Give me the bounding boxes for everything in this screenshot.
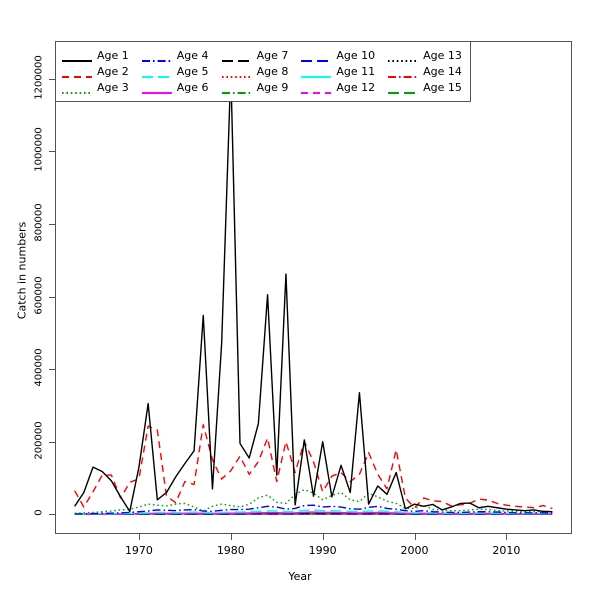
x-tick-label: 2000 (400, 544, 429, 557)
legend-line-swatch (388, 51, 419, 62)
legend-entry: Age 2 (62, 64, 129, 79)
legend-label: Age 1 (97, 49, 129, 62)
x-axis-label: Year (288, 570, 312, 583)
y-axis-label: Catch in numbers (15, 221, 29, 320)
legend-line-swatch (388, 83, 419, 94)
legend-line-swatch (301, 51, 332, 62)
y-tick-label: 400000 (33, 348, 45, 387)
legend-entry: Age 13 (388, 48, 462, 63)
legend-label: Age 6 (176, 81, 209, 94)
legend-line-swatch (221, 83, 252, 94)
legend-label: Age 10 (336, 49, 376, 62)
legend-line-swatch (301, 83, 332, 94)
y-tick-mark (49, 296, 55, 298)
legend-label: Age 12 (336, 81, 376, 94)
legend-label: Age 2 (97, 65, 129, 78)
legend-entry: Age 11 (301, 64, 375, 79)
legend-line-swatch (388, 67, 419, 78)
legend-label: Age 3 (97, 81, 129, 94)
legend-line-swatch (141, 83, 172, 94)
series-line (74, 488, 553, 514)
legend-line-swatch (62, 67, 92, 78)
legend-entry: Age 4 (141, 48, 209, 63)
legend-entry: Age 1 (62, 48, 129, 63)
x-tick-label: 1970 (124, 544, 153, 557)
y-tick-mark (49, 151, 55, 153)
x-tick-label: 1990 (308, 544, 337, 557)
y-tick-label: 1000000 (33, 127, 45, 173)
y-tick-mark (49, 224, 55, 225)
y-tick-mark (49, 514, 55, 516)
legend-entry: Age 6 (141, 80, 209, 95)
plot-lines (74, 70, 553, 515)
legend-entry: Age 8 (221, 64, 289, 79)
legend-line-swatch (62, 51, 92, 62)
x-tick-mark (506, 534, 508, 540)
y-tick-label: 600000 (33, 275, 45, 315)
legend-label: Age 5 (176, 65, 209, 78)
legend-label: Age 7 (256, 49, 289, 62)
legend-entry: Age 12 (301, 80, 375, 95)
legend-entry: Age 9 (221, 80, 289, 95)
legend-entry: Age 15 (388, 80, 462, 95)
x-tick-label: 2010 (492, 544, 521, 557)
legend-label: Age 4 (176, 49, 209, 62)
y-tick-label: 800000 (33, 203, 45, 242)
series-line (74, 511, 553, 515)
legend-line-swatch (141, 51, 172, 62)
x-tick-mark (138, 534, 140, 540)
legend: Age 1 Age 2 Age 3 Age 4 Age 5 Age 6 Age 7 Age 8… (55, 41, 471, 102)
legend-line-swatch (301, 67, 332, 78)
series-line (74, 504, 553, 515)
legend-grid: Age 1 Age 2 Age 3 Age 4 Age 5 Age 6 Age 7 Age 8… (62, 48, 462, 95)
y-tick-mark (49, 441, 55, 443)
y-tick-mark (49, 369, 55, 371)
x-tick-mark (322, 534, 324, 540)
legend-label: Age 15 (423, 81, 462, 94)
legend-label: Age 14 (423, 65, 462, 78)
series-line (74, 70, 553, 513)
legend-label: Age 8 (256, 65, 289, 78)
legend-line-swatch (62, 83, 92, 94)
x-tick-label: 1980 (216, 544, 245, 557)
legend-line-swatch (141, 67, 172, 78)
legend-line-swatch (221, 67, 252, 78)
legend-label: Age 13 (423, 49, 462, 62)
x-tick-mark (230, 534, 232, 540)
legend-line-swatch (221, 51, 252, 62)
y-tick-label: 1200000 (33, 55, 45, 100)
y-tick-label: 200000 (33, 421, 45, 460)
legend-entry: Age 5 (141, 64, 209, 79)
y-tick-label: 0 (33, 509, 45, 516)
series-line (74, 423, 553, 510)
legend-entry: Age 7 (221, 48, 289, 63)
y-tick-mark (49, 78, 55, 80)
legend-entry: Age 3 (62, 80, 129, 95)
legend-label: Age 11 (336, 65, 376, 78)
legend-entry: Age 14 (388, 64, 462, 79)
legend-label: Age 9 (256, 81, 289, 94)
x-tick-mark (414, 534, 416, 540)
legend-entry: Age 10 (301, 48, 375, 63)
